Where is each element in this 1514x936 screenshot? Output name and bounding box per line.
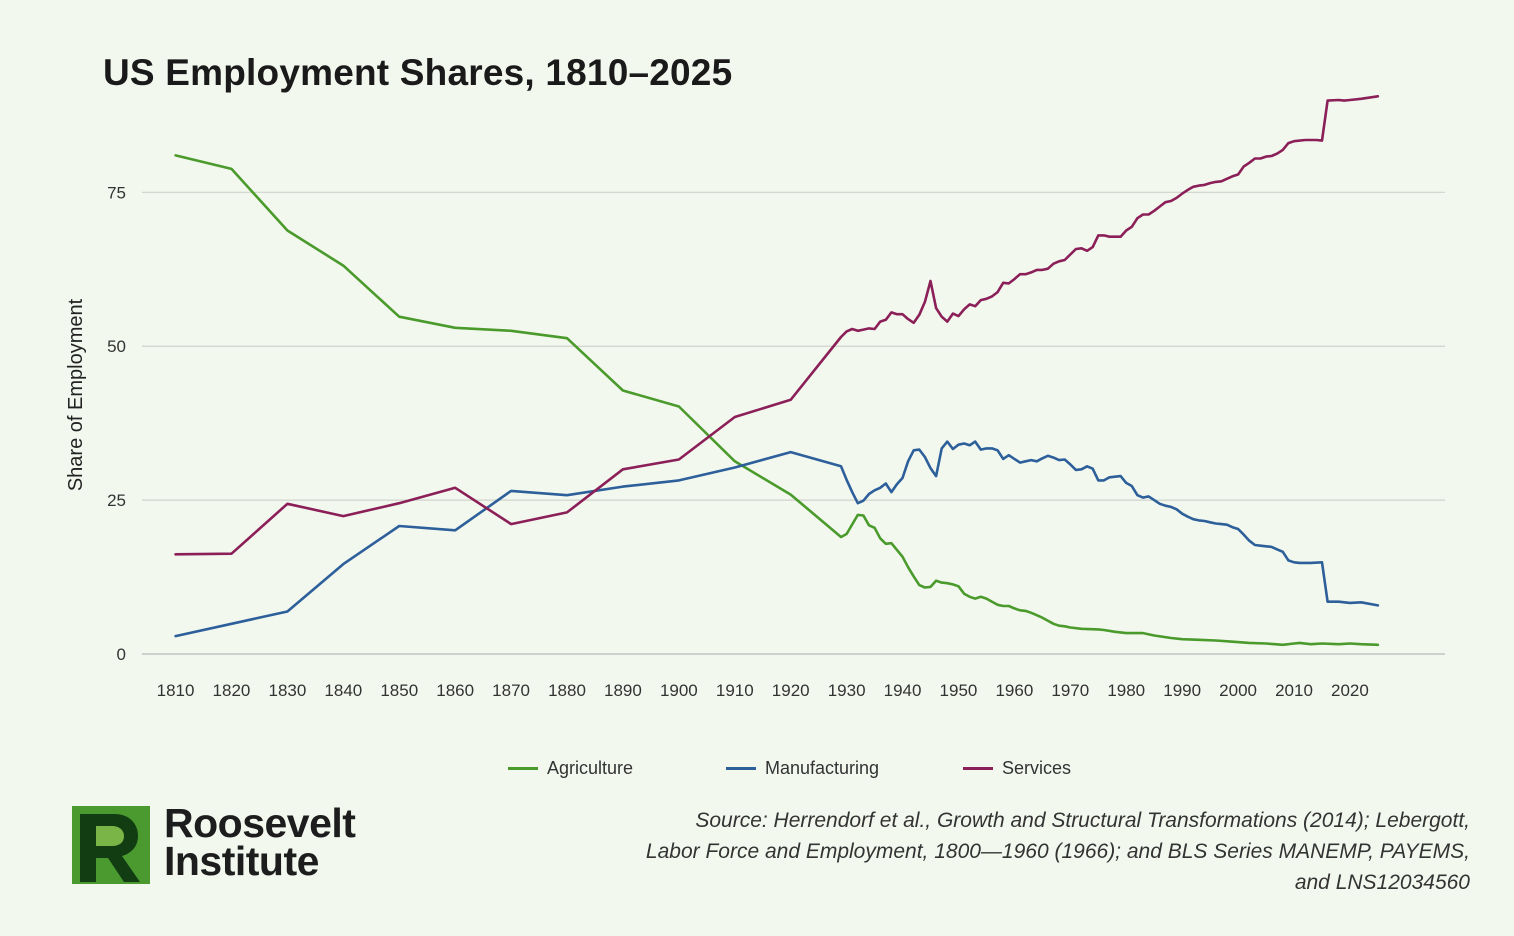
x-tick-label-1860: 1860 bbox=[436, 681, 474, 700]
y-tick-label-0: 0 bbox=[117, 645, 126, 664]
gridlines bbox=[142, 191, 1445, 655]
x-tick-label-1840: 1840 bbox=[324, 681, 362, 700]
x-tick-label-1960: 1960 bbox=[995, 681, 1033, 700]
x-tick-label-1940: 1940 bbox=[884, 681, 922, 700]
x-tick-label-1920: 1920 bbox=[772, 681, 810, 700]
x-tick-label-1850: 1850 bbox=[380, 681, 418, 700]
y-tick-label-25: 25 bbox=[107, 491, 126, 510]
legend: Agriculture Manufacturing Services bbox=[0, 758, 1514, 782]
x-tick-label-1810: 1810 bbox=[157, 681, 195, 700]
y-tick-label-50: 50 bbox=[107, 337, 126, 356]
series-lines bbox=[174, 95, 1380, 647]
x-tick-label-2010: 2010 bbox=[1275, 681, 1313, 700]
y-tick-label-75: 75 bbox=[107, 183, 126, 202]
x-tick-label-1820: 1820 bbox=[213, 681, 251, 700]
x-tick-label-2000: 2000 bbox=[1219, 681, 1257, 700]
source-line-1: Source: Herrendorf et al., Growth and St… bbox=[695, 809, 1470, 832]
logo-line-2: Institute bbox=[164, 838, 319, 884]
legend-label-services: Services bbox=[1002, 758, 1072, 778]
logo-line-1: Roosevelt bbox=[164, 800, 356, 846]
x-tick-label-1950: 1950 bbox=[940, 681, 978, 700]
x-tick-label-1930: 1930 bbox=[828, 681, 866, 700]
series-line-agriculture bbox=[174, 154, 1380, 647]
x-tick-label-1830: 1830 bbox=[268, 681, 306, 700]
x-tick-label-1990: 1990 bbox=[1163, 681, 1201, 700]
legend-swatch-agriculture bbox=[508, 767, 538, 770]
y-axis-ticks: 0 25 50 75 bbox=[107, 183, 126, 664]
line-chart: 0 25 50 75 1810 1820 1830 1840 1850 1860 1870 1880… bbox=[65, 95, 1445, 700]
source-line-3: and LNS12034560 bbox=[1294, 871, 1470, 894]
roosevelt-r-logo-icon bbox=[72, 806, 150, 884]
x-tick-label-1900: 1900 bbox=[660, 681, 698, 700]
source-note: Source: Herrendorf et al., Growth and St… bbox=[530, 805, 1470, 898]
x-tick-label-2020: 2020 bbox=[1331, 681, 1369, 700]
x-tick-label-1910: 1910 bbox=[716, 681, 754, 700]
x-tick-label-1890: 1890 bbox=[604, 681, 642, 700]
legend-label-manufacturing: Manufacturing bbox=[765, 758, 880, 778]
series-line-services bbox=[174, 95, 1380, 556]
source-line-2: Labor Force and Employment, 1800—1960 (1… bbox=[645, 840, 1470, 863]
x-tick-label-1870: 1870 bbox=[492, 681, 530, 700]
legend-label-agriculture: Agriculture bbox=[547, 758, 634, 778]
chart-title: US Employment Shares, 1810–2025 bbox=[103, 52, 733, 93]
series-line-manufacturing bbox=[174, 440, 1380, 638]
legend-item-services: Services bbox=[963, 758, 1071, 779]
legend-swatch-services bbox=[963, 767, 993, 770]
roosevelt-logo: Roosevelt Institute bbox=[72, 800, 392, 886]
legend-item-manufacturing: Manufacturing bbox=[726, 758, 879, 779]
x-tick-label-1980: 1980 bbox=[1107, 681, 1145, 700]
legend-item-agriculture: Agriculture bbox=[508, 758, 633, 779]
x-axis-ticks: 1810 1820 1830 1840 1850 1860 1870 1880 1890 1900… bbox=[157, 681, 1369, 700]
y-axis-label: Share of Employment bbox=[65, 298, 87, 491]
x-tick-label-1880: 1880 bbox=[548, 681, 586, 700]
legend-swatch-manufacturing bbox=[726, 767, 756, 770]
x-tick-label-1970: 1970 bbox=[1051, 681, 1089, 700]
